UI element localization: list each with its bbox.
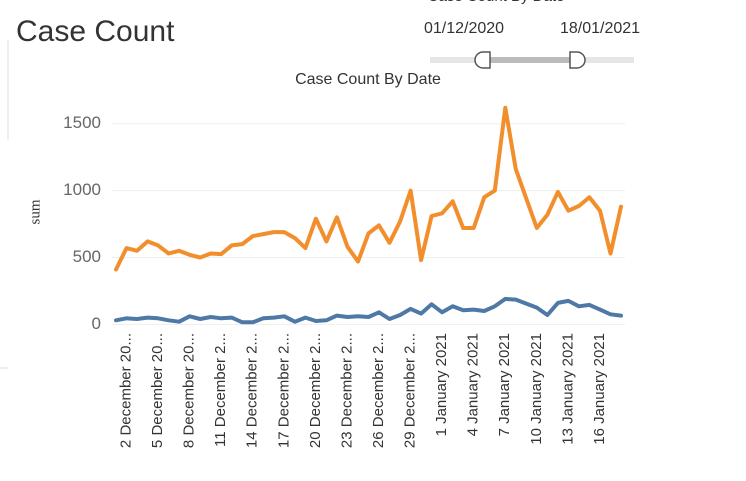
x-tick-label: 7 January 2021 xyxy=(496,333,513,436)
x-tick-label: 11 December 2... xyxy=(212,333,229,447)
x-tick-label: 17 December 2... xyxy=(275,333,292,448)
y-tick-label: 1500 xyxy=(63,113,101,132)
y-tick-label: 0 xyxy=(92,314,101,333)
x-tick-label: 29 December 2... xyxy=(402,333,419,448)
x-tick-label: 1 January 2021 xyxy=(433,333,450,436)
x-tick-label: 26 December 2... xyxy=(370,333,387,448)
series-line xyxy=(114,296,623,325)
series-line xyxy=(114,105,623,272)
y-tick-label: 1000 xyxy=(63,180,101,199)
slider-handle-end[interactable] xyxy=(569,51,586,69)
filter-start: 01/12/2020 xyxy=(424,20,504,37)
y-axis-title: sum xyxy=(27,199,43,224)
x-tick-label: 14 December 2... xyxy=(244,333,261,448)
filter-title: Case Count By Date xyxy=(428,0,565,5)
x-tick-label: 8 December 20... xyxy=(181,333,198,448)
y-tick-label: 500 xyxy=(73,247,101,266)
x-tick-label: 10 January 2021 xyxy=(528,333,545,445)
x-tick-label: 20 December 2... xyxy=(307,333,324,448)
slider-handle-start[interactable] xyxy=(474,51,491,69)
x-tick-label: 23 December 2... xyxy=(338,333,355,448)
x-tick-label: 16 January 2021 xyxy=(591,333,608,445)
page-title: Case Count xyxy=(16,15,175,48)
chart-title: Case Count By Date xyxy=(295,71,441,88)
x-tick-label: 2 December 20... xyxy=(117,333,134,448)
x-tick-label: 5 December 20... xyxy=(149,333,166,448)
x-tick-label: 4 January 2021 xyxy=(465,333,482,436)
x-tick-label: 13 January 2021 xyxy=(559,333,576,445)
filter-end: 18/01/2021 xyxy=(560,20,640,37)
